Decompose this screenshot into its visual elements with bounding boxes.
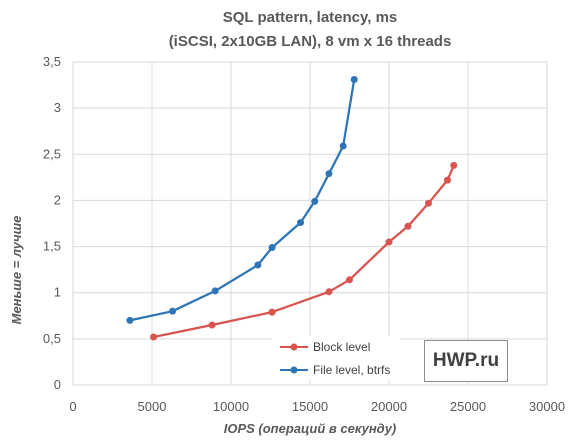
y-axis-label: Меньше = лучше (9, 216, 24, 325)
y-tick-label: 2 (54, 192, 61, 207)
y-tick-label: 0 (54, 377, 61, 392)
hwp-watermark: HWP.ru (424, 340, 508, 382)
x-tick-label: 10000 (213, 399, 249, 414)
y-tick-label: 3 (54, 100, 61, 115)
data-point-block-level (385, 238, 393, 246)
legend-marker-block-level (290, 343, 298, 351)
chart-title-line-1: SQL pattern, latency, ms (223, 9, 398, 26)
data-point-block-level (208, 321, 216, 329)
chart-title-line-2: (iSCSI, 2x10GB LAN), 8 vm x 16 threads (169, 33, 452, 50)
data-point-block-level (450, 161, 458, 169)
legend-label-file-level: File level, btrfs (313, 363, 390, 377)
y-tick-label: 1 (54, 285, 61, 300)
series-group (126, 76, 458, 341)
data-point-block-level (404, 222, 412, 230)
x-tick-label: 15000 (292, 399, 328, 414)
data-point-file-level-btrfs (325, 170, 333, 178)
legend: Block level File level, btrfs (272, 336, 400, 380)
data-point-file-level-btrfs (169, 307, 177, 315)
data-point-block-level (268, 308, 276, 316)
series-line-file-level-btrfs (129, 79, 356, 322)
y-tick-label: 3,5 (43, 54, 61, 69)
data-point-block-level (346, 276, 353, 284)
data-point-block-level (425, 199, 432, 207)
x-tick-label: 30000 (529, 399, 565, 414)
y-tick-label: 0,5 (43, 331, 61, 346)
data-point-file-level-btrfs (126, 316, 134, 324)
data-point-file-level-btrfs (297, 219, 305, 227)
data-point-file-level-btrfs (254, 261, 262, 269)
series-line-block-level (153, 164, 455, 339)
data-point-block-level (150, 333, 158, 341)
data-point-file-level-btrfs (350, 76, 358, 84)
x-tick-label: 20000 (371, 399, 407, 414)
x-tick-label: 5000 (138, 399, 167, 414)
legend-label-block-level: Block level (313, 340, 370, 354)
x-axis-label: IOPS (операций в секунду) (224, 421, 397, 436)
x-tick-label: 0 (69, 399, 76, 414)
y-axis-ticks: 0 0,5 1 1,5 2 2,5 3 3,5 (43, 54, 61, 392)
x-axis-ticks: 0 5000 10000 15000 20000 25000 30000 (69, 399, 565, 414)
data-point-file-level-btrfs (268, 243, 276, 251)
data-point-file-level-btrfs (311, 197, 319, 205)
data-point-block-level (443, 176, 451, 184)
y-tick-label: 2,5 (43, 146, 61, 161)
x-tick-label: 25000 (450, 399, 486, 414)
legend-marker-file-level (290, 366, 298, 374)
data-point-file-level-btrfs (211, 287, 219, 295)
data-point-file-level-btrfs (339, 142, 347, 150)
y-tick-label: 1,5 (43, 239, 61, 254)
data-point-block-level (325, 288, 333, 296)
